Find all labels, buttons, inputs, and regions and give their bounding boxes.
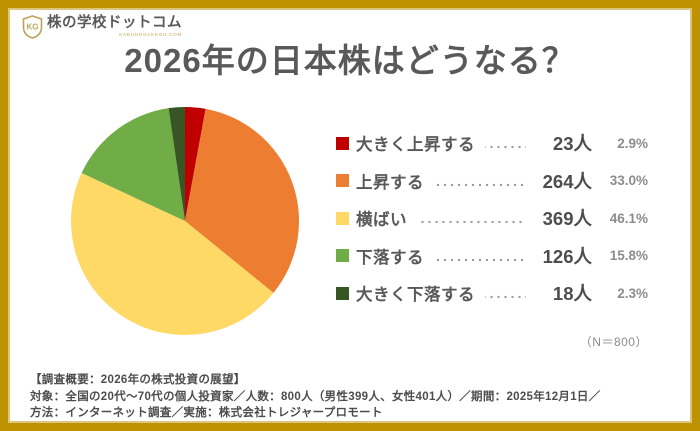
- survey-overview-line2: 対象：全国の20代〜70代の個人投資家／人数：800人（男性399人、女性401…: [30, 390, 601, 403]
- survey-overview-line3: 方法：インターネット調査／実施：株式会社トレジャープロモート: [30, 407, 383, 419]
- survey-overview-line1: 【調査概要：2026年の株式投資の展望】: [30, 374, 246, 386]
- page-title: 2026年の日本株はどうなる？: [124, 42, 576, 79]
- legend-count: 369人: [542, 208, 592, 229]
- brand-name: 株の学校ドットコム: [47, 15, 182, 31]
- legend-percent: 46.1%: [609, 210, 648, 226]
- pie-chart: [65, 101, 305, 341]
- legend-percent: 33.0%: [609, 173, 648, 188]
- legend-leader-dots: [434, 182, 526, 187]
- survey-overview: 【調査概要：2026年の株式投資の展望】 対象：全国の20代〜70代の個人投資家…: [30, 372, 676, 422]
- legend-item-rise: 上昇する 264人 33.0%: [336, 170, 648, 192]
- pie-slice-下落する: [81, 108, 185, 221]
- legend-item-strong-rise: 大きく上昇する 23人 2.9%: [336, 132, 648, 154]
- legend-label: 横ばい: [356, 211, 407, 229]
- legend-percent: 2.3%: [617, 285, 648, 301]
- legend-percent: 2.9%: [617, 135, 648, 151]
- shield-monogram: KG: [27, 23, 39, 32]
- legend-label: 大きく上昇する: [356, 136, 475, 154]
- legend-percent: 15.8%: [609, 248, 648, 263]
- legend-swatch-flat: [336, 211, 349, 225]
- pie-slice-上昇する: [185, 108, 299, 293]
- legend-count: 23人: [552, 133, 592, 154]
- pie-chart-svg: [70, 107, 299, 336]
- legend-count: 18人: [552, 283, 592, 304]
- brand-domain-text: KABUNOGAKKOU.COM: [119, 32, 182, 37]
- legend-item-strong-fall: 大きく下落する 18人 2.3%: [336, 282, 648, 304]
- legend-label: 上昇する: [356, 173, 424, 192]
- sample-size-note: （N＝800）: [579, 335, 648, 349]
- legend-swatch-strong-fall: [336, 286, 349, 300]
- content-panel: KG 株の学校ドットコム KABUNOGAKKOU.COM 2026年の日本株は…: [8, 8, 692, 423]
- legend-count: 126人: [542, 245, 592, 267]
- legend-label: 大きく下落する: [356, 286, 475, 304]
- pie-slice-横ばい: [70, 172, 274, 336]
- legend-leader-dots: [417, 220, 526, 224]
- chart-legend: 大きく上昇する 23人 2.9% 上昇する 264人 33.0% 横ばい 369…: [336, 132, 648, 320]
- shield-kg-icon: KG: [22, 15, 43, 39]
- legend-leader-dots: [485, 145, 526, 149]
- legend-item-flat: 横ばい 369人 46.1%: [336, 207, 648, 229]
- legend-swatch-strong-rise: [336, 136, 349, 150]
- pie-slice-大きく下落する: [168, 107, 185, 221]
- legend-leader-dots: [434, 257, 526, 262]
- legend-swatch-rise: [336, 174, 349, 187]
- legend-swatch-fall: [336, 249, 349, 262]
- legend-item-fall: 下落する 126人 15.8%: [336, 245, 648, 267]
- pie-slice-大きく上昇する: [185, 107, 206, 221]
- brand-logo: KG 株の学校ドットコム KABUNOGAKKOU.COM: [22, 15, 182, 39]
- legend-label: 下落する: [356, 248, 424, 267]
- legend-count: 264人: [542, 170, 592, 192]
- legend-leader-dots: [485, 295, 526, 299]
